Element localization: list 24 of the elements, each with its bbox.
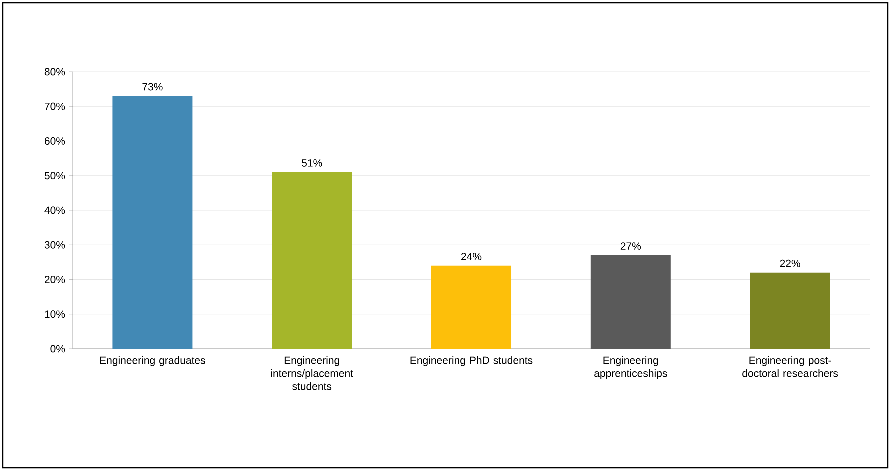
x-tick-label: Engineering interns/placement students (271, 356, 354, 390)
bar (112, 96, 193, 349)
x-tick-label: Engineering apprenticeships (594, 356, 668, 380)
y-tick-label: 20% (44, 276, 66, 284)
data-label: 22% (780, 260, 800, 268)
x-tick-label: Engineering post-doctoral researchers (742, 356, 838, 378)
bar (432, 266, 512, 349)
x-tick-label: Engineering PhD students (410, 356, 533, 366)
y-tick-label: 70% (44, 102, 66, 110)
y-tick-label: 40% (44, 206, 66, 214)
y-tick-label: 10% (45, 310, 66, 318)
bar (590, 256, 671, 349)
y-tick-label: 60% (44, 138, 66, 145)
bar (750, 272, 830, 349)
bar (272, 172, 352, 349)
data-label: 24% (462, 252, 482, 260)
y-tick-label: 30% (44, 241, 66, 249)
data-label: 27% (620, 242, 642, 250)
y-tick-label: 0% (50, 345, 66, 353)
y-tick-label: 80% (44, 68, 66, 76)
y-tick-label: 50% (44, 172, 66, 180)
x-tick-label: Engineering graduates (100, 356, 206, 366)
data-label: 73% (142, 83, 163, 91)
data-label: 51% (302, 160, 322, 167)
